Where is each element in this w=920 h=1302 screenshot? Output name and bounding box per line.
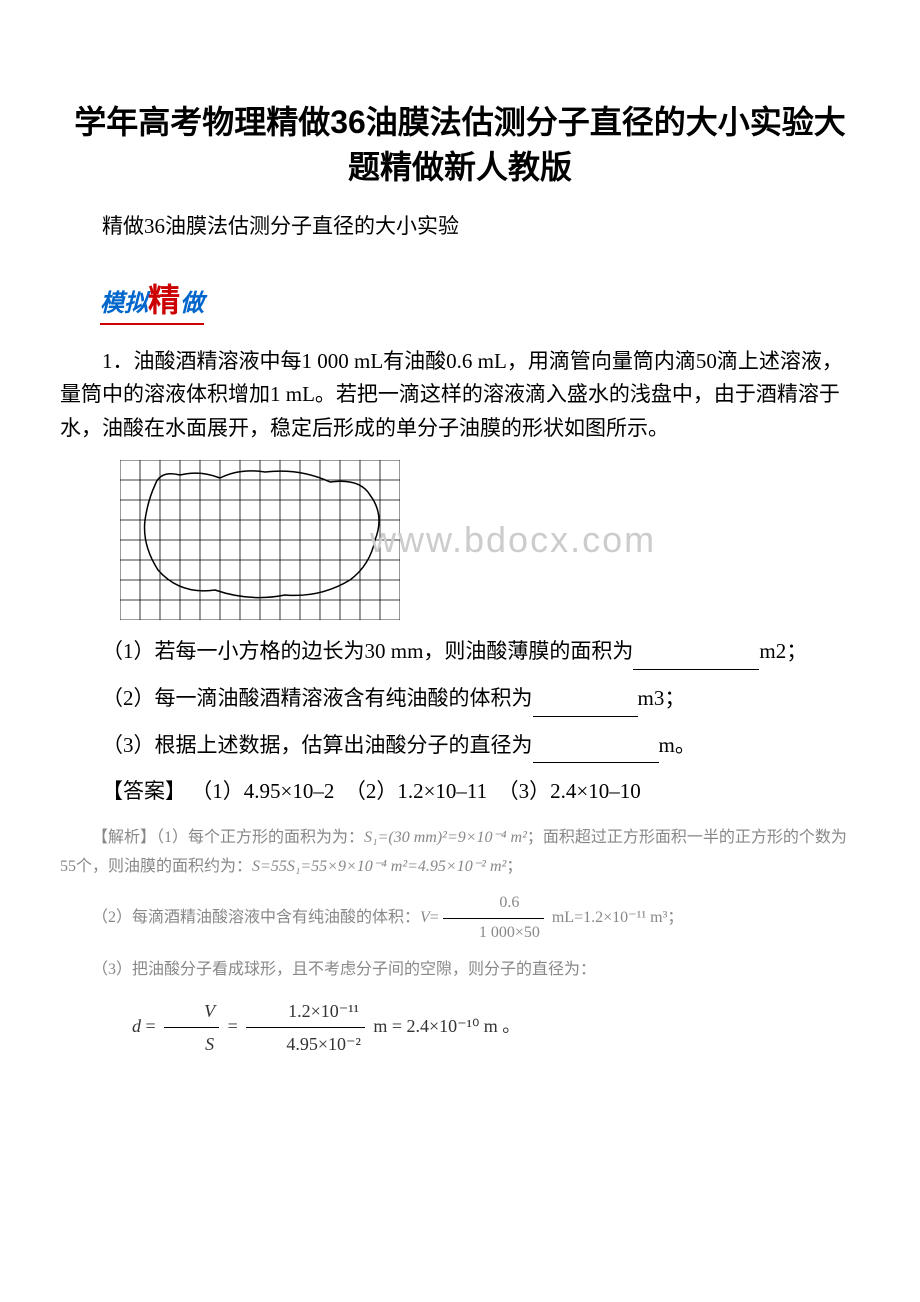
s1-p1: （1）每个正方形的面积为为： (156, 829, 364, 846)
s2-num: 0.6 (443, 889, 544, 919)
solution-1: 【解析】（1）每个正方形的面积为为：S₁=(30 mm)²=9×10⁻⁴ m² ；… (60, 824, 860, 882)
answer-2: （2）1.2×10–11 (355, 779, 487, 803)
s1-f1: S₁=(30 mm)²=9×10⁻⁴ m² (364, 829, 527, 846)
section-text1: 模拟 (100, 291, 148, 317)
s1-end: ； (506, 858, 522, 875)
q2-unit: m3； (638, 686, 686, 710)
q3-unit: m。 (659, 733, 696, 757)
section-text3: 做 (180, 291, 204, 317)
s4-eq1: = (141, 1016, 160, 1036)
solution-4-formula: d = VS = 1.2×10⁻¹¹4.95×10⁻² m = 2.4×10⁻¹… (60, 995, 860, 1061)
s4-den2: 4.95×10⁻² (246, 1028, 365, 1060)
solution-3: （3）把油酸分子看成球形，且不考虑分子间的空隙，则分子的直径为： (60, 956, 860, 985)
solution-section: 【解析】（1）每个正方形的面积为为：S₁=(30 mm)²=9×10⁻⁴ m² ；… (60, 824, 860, 1061)
s4-num1: V (164, 995, 219, 1028)
s4-eq2: = (223, 1016, 242, 1036)
s4-frac2: 1.2×10⁻¹¹4.95×10⁻² (246, 995, 365, 1061)
blank-3 (533, 729, 659, 764)
q3-text: （3）根据上述数据，估算出油酸分子的直径为 (102, 733, 533, 757)
s2-fraction: 0.61 000×50 (443, 889, 544, 948)
s1-f2: S=55S₁=55×9×10⁻⁴ m²=4.95×10⁻² m² (252, 858, 506, 875)
subtitle: 精做36油膜法估测分子直径的大小实验 (60, 210, 860, 240)
answer-line: 【答案】 （1）4.95×10–2 （2）1.2×10–11 （3）2.4×10… (60, 775, 860, 809)
s4-frac1: VS (164, 995, 219, 1061)
question-2: （2）每一滴油酸酒精溶液含有纯油酸的体积为 m3； (60, 682, 860, 717)
s2-eq: = (430, 909, 439, 926)
page-title: 学年高考物理精做36油膜法估测分子直径的大小实验大题精做新人教版 (60, 100, 860, 190)
section-text2: 精 (148, 282, 180, 318)
s2-p1: （2）每滴酒精油酸溶液中含有纯油酸的体积： (92, 909, 420, 926)
watermark-text: www.bdocx.com (370, 519, 656, 561)
question-3: （3）根据上述数据，估算出油酸分子的直径为 m。 (60, 729, 860, 764)
answer-3: （3）2.4×10–10 (508, 779, 641, 803)
s2-var: V (420, 909, 430, 926)
solution-2: （2）每滴酒精油酸溶液中含有纯油酸的体积：V=0.61 000×50 mL=1.… (60, 889, 860, 948)
blank-1 (633, 635, 759, 670)
oil-film-diagram: www.bdocx.com (120, 460, 400, 620)
s2-unit: mL=1.2×10⁻¹¹ m³； (548, 909, 684, 926)
question-1: （1）若每一小方格的边长为30 mm，则油酸薄膜的面积为 m2； (60, 635, 860, 670)
s2-den: 1 000×50 (443, 919, 544, 948)
q1-unit: m2； (759, 639, 807, 663)
q1-text: （1）若每一小方格的边长为30 mm，则油酸薄膜的面积为 (102, 639, 633, 663)
solution-label: 【解析】 (92, 829, 156, 846)
s4-num2: 1.2×10⁻¹¹ (246, 995, 365, 1028)
s4-var1: d (132, 1016, 141, 1036)
blank-2 (533, 682, 638, 717)
answer-1: （1）4.95×10–2 (191, 779, 334, 803)
answer-label: 【答案】 (102, 779, 186, 803)
section-header: 模拟精做 (100, 275, 204, 325)
question-intro: 1．油酸酒精溶液中每1 000 mL有油酸0.6 mL，用滴管向量筒内滴50滴上… (60, 345, 860, 446)
s4-unit: m = 2.4×10⁻¹⁰ m 。 (369, 1016, 520, 1036)
s4-den1: S (164, 1028, 219, 1060)
q2-text: （2）每一滴油酸酒精溶液含有纯油酸的体积为 (102, 686, 533, 710)
